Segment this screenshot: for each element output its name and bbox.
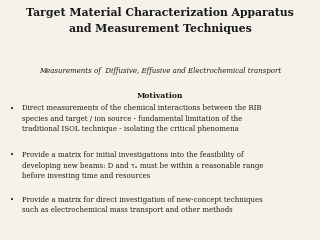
Text: •: • [10, 104, 13, 112]
Text: Target Material Characterization Apparatus
and Measurement Techniques: Target Material Characterization Apparat… [26, 7, 294, 34]
Text: Provide a matrix for direct investigation of new-concept techniques
such as elec: Provide a matrix for direct investigatio… [22, 196, 263, 214]
Text: •: • [10, 151, 13, 159]
Text: Provide a matrix for initial investigations into the feasibility of
developing n: Provide a matrix for initial investigati… [22, 151, 264, 180]
Text: Direct measurements of the chemical interactions between the RIB
species and tar: Direct measurements of the chemical inte… [22, 104, 262, 133]
Text: •: • [10, 196, 13, 204]
Text: Measurements of  Diffusive, Effusive and Electrochemical transport: Measurements of Diffusive, Effusive and … [39, 67, 281, 75]
Text: Motivation: Motivation [137, 92, 183, 100]
